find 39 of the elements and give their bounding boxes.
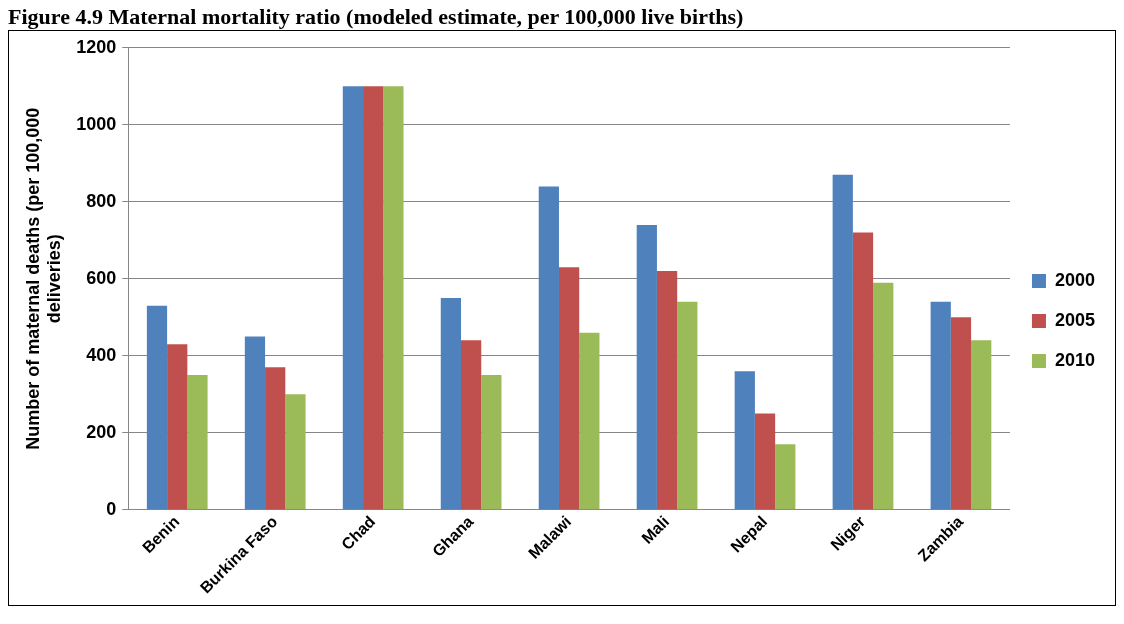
- bar: [440, 298, 462, 510]
- bar: [244, 336, 266, 510]
- bar: [832, 174, 853, 510]
- bar: [734, 371, 755, 510]
- bar: [342, 86, 364, 510]
- y-tick-label: 0: [106, 498, 117, 519]
- bar: [656, 271, 678, 510]
- y-tick-label: 1200: [76, 36, 117, 57]
- y-axis-title: Number of maternal deaths (per 100,000 deliveries): [22, 107, 65, 450]
- legend-label: 2005: [1054, 309, 1095, 330]
- bar: [950, 317, 972, 510]
- bar: [187, 375, 208, 510]
- bar: [363, 86, 384, 510]
- bar: [579, 332, 600, 510]
- bar: [538, 186, 559, 510]
- chart-title: Figure 4.9 Maternal mortality ratio (modeled estimate, per 100,000 live births): [8, 4, 745, 30]
- bar: [481, 375, 502, 510]
- bar: [167, 344, 188, 510]
- bar: [873, 282, 894, 510]
- bar: [558, 267, 580, 510]
- bar: [265, 367, 286, 510]
- y-tick-label: 200: [86, 421, 117, 442]
- y-tick-label: 1000: [76, 113, 117, 134]
- bar: [146, 305, 168, 510]
- bar: [285, 394, 306, 510]
- bar: [775, 444, 796, 510]
- y-tick-label: 600: [86, 267, 117, 288]
- bar: [636, 224, 657, 510]
- y-tick-label: 800: [86, 190, 117, 211]
- bar: [754, 413, 776, 510]
- bar: [677, 301, 698, 510]
- y-tick-label: 400: [86, 344, 117, 365]
- bar: [461, 340, 482, 510]
- legend-label: 2010: [1054, 349, 1095, 370]
- bar: [930, 301, 951, 510]
- legend-label: 2000: [1054, 269, 1095, 290]
- bar: [383, 86, 404, 510]
- bar: [971, 340, 992, 510]
- bar: [852, 232, 874, 510]
